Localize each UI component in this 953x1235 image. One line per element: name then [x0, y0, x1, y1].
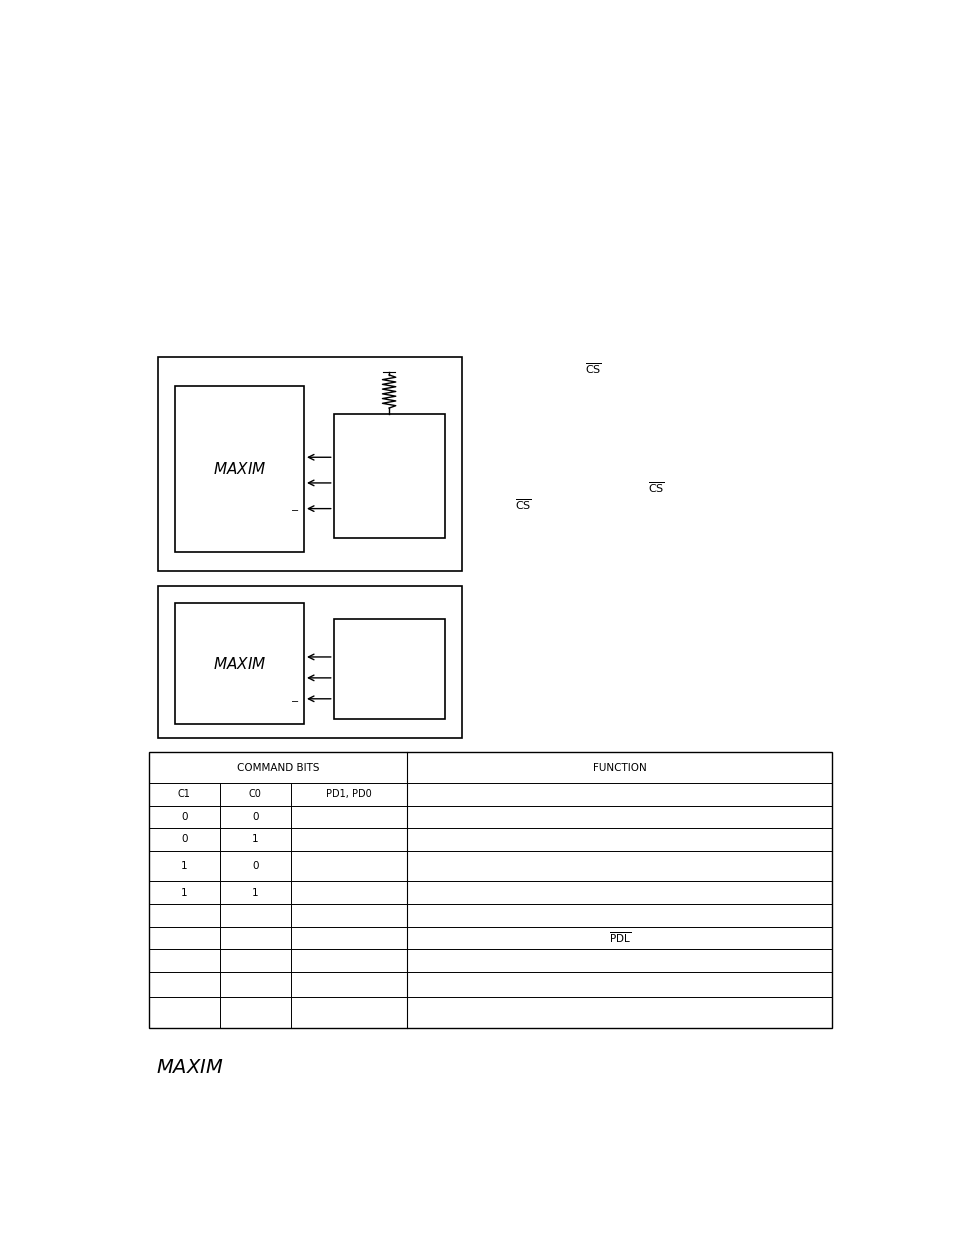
- Text: 0: 0: [252, 861, 258, 871]
- Bar: [334, 619, 444, 719]
- Text: 0: 0: [181, 811, 188, 821]
- Bar: [174, 603, 304, 725]
- Text: −: −: [291, 697, 298, 706]
- Text: 0: 0: [181, 835, 188, 845]
- Bar: [334, 415, 444, 538]
- Text: $\mathit{MAXIM}$: $\mathit{MAXIM}$: [213, 656, 266, 672]
- Text: 1: 1: [252, 835, 258, 845]
- Text: 1: 1: [181, 888, 188, 898]
- Text: $\overline{\rm CS}$: $\overline{\rm CS}$: [584, 362, 601, 377]
- Text: 1: 1: [252, 888, 258, 898]
- Text: 1: 1: [181, 861, 188, 871]
- Text: C1: C1: [177, 789, 191, 799]
- Text: $\mathit{MAXIM}$: $\mathit{MAXIM}$: [156, 1058, 224, 1077]
- Text: $\mathit{MAXIM}$: $\mathit{MAXIM}$: [213, 461, 266, 477]
- Text: $\overline{\rm CS}$: $\overline{\rm CS}$: [647, 480, 664, 495]
- Bar: [158, 585, 461, 737]
- Text: $\overline{\rm CS}$: $\overline{\rm CS}$: [515, 498, 531, 513]
- Text: −: −: [291, 506, 298, 516]
- Bar: [149, 752, 831, 1028]
- Bar: [174, 387, 304, 552]
- Text: FUNCTION: FUNCTION: [592, 762, 646, 773]
- Text: 0: 0: [252, 811, 258, 821]
- Text: COMMAND BITS: COMMAND BITS: [236, 762, 319, 773]
- Bar: [158, 357, 461, 572]
- Text: $\overline{\rm PDL}$: $\overline{\rm PDL}$: [608, 930, 630, 945]
- Text: PD1, PD0: PD1, PD0: [326, 789, 372, 799]
- Text: C0: C0: [249, 789, 261, 799]
